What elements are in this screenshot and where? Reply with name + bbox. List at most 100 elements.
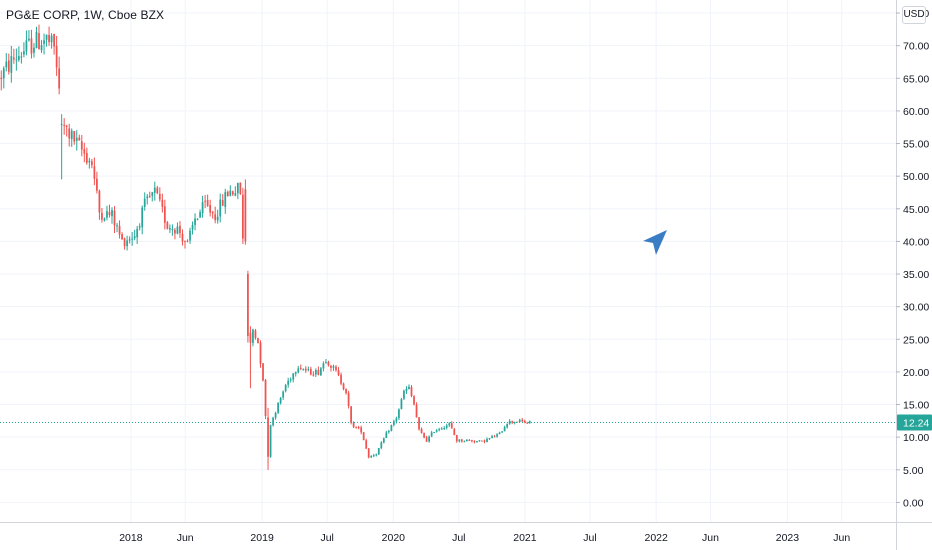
candle-body	[528, 421, 531, 423]
candle-body	[88, 160, 91, 163]
candle-body	[163, 206, 166, 223]
candle-body	[317, 369, 320, 375]
y-tick-label: 25.00	[903, 334, 929, 346]
candle-body	[121, 234, 123, 240]
candle-body	[181, 233, 184, 242]
candle-body	[443, 427, 446, 429]
candle-body	[249, 332, 252, 343]
candle-body	[274, 412, 277, 418]
candle-body	[166, 222, 169, 229]
candle-body	[101, 212, 103, 220]
candle-body	[307, 369, 310, 371]
candle-body	[226, 191, 229, 197]
cursor-arrow-icon	[643, 230, 667, 255]
candle-body	[141, 207, 144, 228]
candle-body	[418, 417, 420, 430]
candle-body	[68, 128, 71, 139]
candle-body	[78, 137, 81, 141]
candle-body	[335, 366, 337, 371]
candle-body	[463, 441, 466, 443]
candle-body	[106, 211, 108, 218]
candle-body	[252, 329, 254, 343]
candle-body	[83, 149, 86, 154]
candle-body	[367, 448, 370, 458]
candle-body	[340, 374, 342, 384]
candle-body	[430, 432, 433, 437]
candle-body	[20, 56, 23, 58]
candle-body	[96, 178, 98, 191]
candle-body	[325, 362, 327, 364]
candle-body	[481, 440, 483, 442]
candle-body	[254, 330, 257, 338]
candle-body	[423, 433, 425, 438]
candle-body	[58, 68, 61, 89]
candle-body	[445, 425, 448, 428]
candle-body	[7, 60, 10, 72]
candle-body	[70, 130, 73, 140]
candle-body	[372, 455, 375, 457]
candle-body	[30, 38, 33, 54]
candle-body	[398, 409, 400, 419]
candle-body	[279, 397, 282, 404]
candle-body	[460, 439, 463, 442]
candle-body	[28, 38, 30, 41]
y-tick-label: 30.00	[903, 302, 929, 314]
candle-body	[23, 51, 25, 55]
last-price-label: 12.24	[903, 418, 929, 430]
candle-body	[247, 274, 249, 337]
x-tick-label: Jul	[452, 532, 465, 544]
candle-body	[503, 427, 506, 432]
candle-body	[234, 193, 237, 196]
x-tick-label: Jun	[177, 532, 194, 544]
candle-body	[282, 391, 285, 398]
candle-body	[435, 430, 438, 432]
candle-body	[176, 226, 179, 234]
candle-body	[108, 211, 111, 216]
candle-body	[169, 227, 171, 230]
candle-body	[362, 432, 365, 441]
candle-body	[90, 161, 93, 166]
candle-body	[126, 240, 128, 247]
candle-body	[184, 240, 186, 242]
candle-body	[196, 218, 199, 220]
candle-body	[93, 166, 96, 179]
candle-body	[5, 61, 8, 68]
candle-body	[25, 40, 28, 52]
y-tick-label: 40.00	[903, 236, 929, 248]
x-tick-label: 2023	[776, 532, 800, 544]
candle-body	[209, 205, 212, 213]
candle-body	[206, 200, 209, 206]
candle-body	[523, 420, 526, 423]
candle-body	[259, 342, 262, 364]
candle-body	[48, 34, 50, 43]
candle-body	[257, 338, 259, 344]
candle-body	[131, 238, 134, 240]
candle-body	[332, 366, 335, 368]
candle-body	[33, 47, 35, 53]
y-tick-label: 55.00	[903, 139, 929, 151]
candle-body	[415, 404, 418, 418]
candle-body	[478, 440, 481, 442]
candle-body	[309, 368, 312, 375]
currency-badge[interactable]: USD	[902, 6, 926, 24]
x-tick-label: Jul	[320, 532, 333, 544]
candle-body	[506, 423, 509, 428]
candle-body	[128, 239, 131, 241]
chart-title: PG&E CORP, 1W, Cboe BZX	[6, 8, 165, 22]
candle-body	[262, 363, 264, 381]
candle-body	[312, 374, 315, 376]
candle-body	[297, 368, 300, 373]
last-price-tag	[897, 414, 932, 431]
x-tick-label: 2019	[250, 532, 274, 544]
candle-body	[189, 230, 191, 241]
candle-body	[360, 427, 363, 433]
candle-body	[468, 440, 471, 442]
candle-body	[214, 214, 217, 221]
candle-body	[75, 137, 78, 141]
candle-body	[320, 368, 322, 376]
candle-body	[17, 56, 20, 60]
candle-body	[438, 429, 441, 431]
y-tick-label: 15.00	[903, 400, 929, 412]
